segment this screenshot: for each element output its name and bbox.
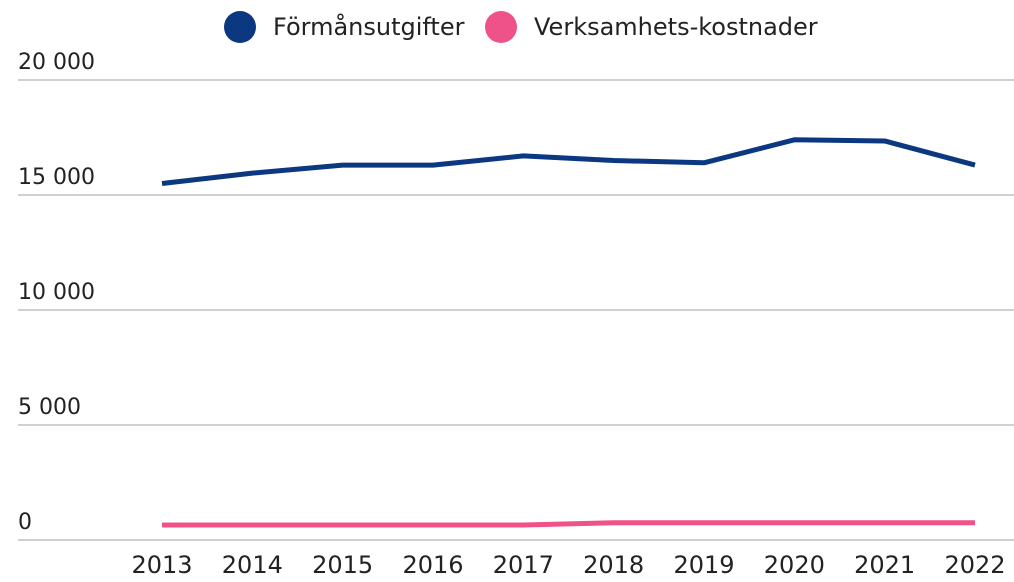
x-tick-label: 2015	[312, 551, 373, 579]
x-tick-label: 2022	[944, 551, 1005, 579]
x-tick-label: 2013	[131, 551, 192, 579]
y-tick-label: 0	[18, 510, 32, 535]
x-tick-label: 2016	[402, 551, 463, 579]
x-tick-label: 2019	[673, 551, 734, 579]
line	[161, 137, 976, 186]
x-tick-label: 2014	[222, 551, 283, 579]
x-tick-label: 2017	[493, 551, 554, 579]
y-tick-label: 5 000	[18, 395, 81, 420]
legend-marker	[485, 11, 517, 43]
x-tick-label: 2020	[764, 551, 825, 579]
y-tick-label: 15 000	[18, 165, 95, 190]
legend-label: Verksamhets-kostnader	[534, 13, 818, 41]
legend-marker	[224, 11, 256, 43]
x-tick-label: 2018	[583, 551, 644, 579]
x-tick-label: 2021	[854, 551, 915, 579]
y-tick-label: 20 000	[18, 50, 95, 75]
legend-label: Förmånsutgifter	[273, 12, 465, 41]
line	[162, 520, 975, 528]
y-tick-label: 10 000	[18, 280, 95, 305]
